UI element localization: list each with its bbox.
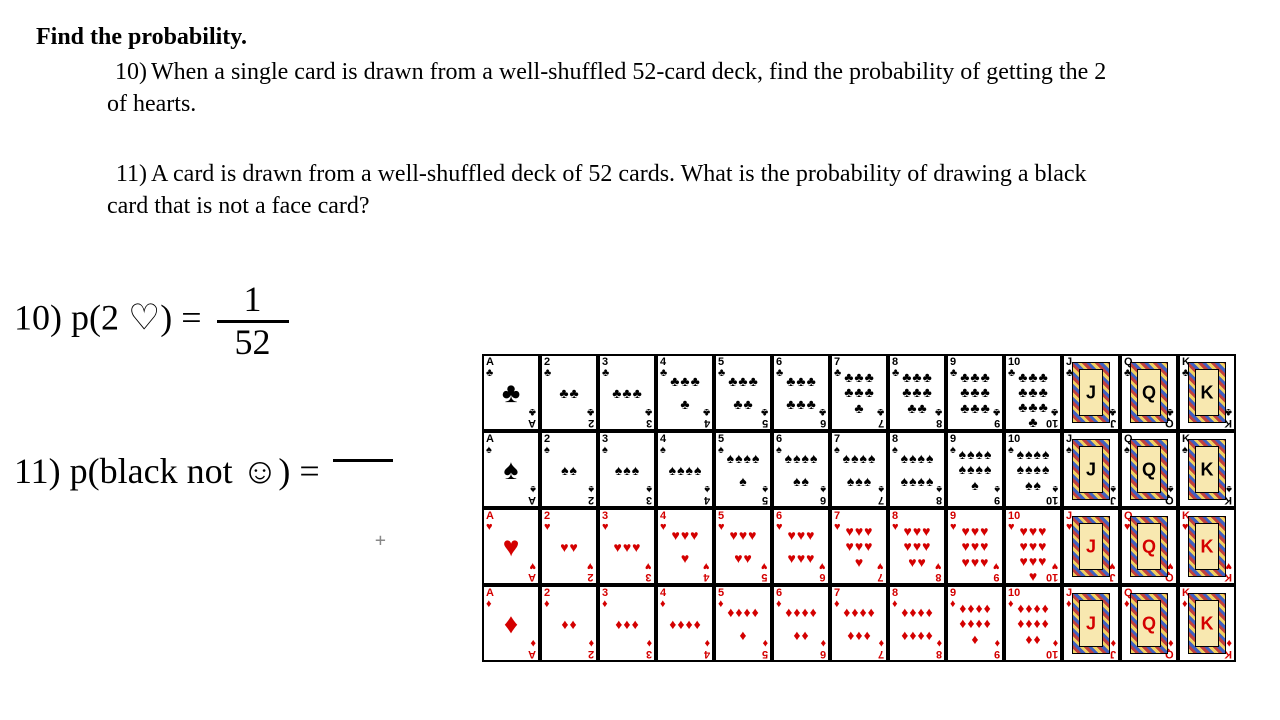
card-6-spades: 6♠6♠♠♠♠♠♠♠ <box>772 431 830 508</box>
card-6-hearts: 6♥6♥♥♥♥♥♥♥ <box>772 508 830 585</box>
card-K-spades: K♠K♠K <box>1178 431 1236 508</box>
suit-row-hearts: A♥A♥♥2♥2♥♥♥3♥3♥♥♥♥4♥4♥♥♥♥♥5♥5♥♥♥♥♥♥6♥6♥♥… <box>482 508 1236 585</box>
card-5-spades: 5♠5♠♠♠♠♠♠ <box>714 431 772 508</box>
card-5-hearts: 5♥5♥♥♥♥♥♥ <box>714 508 772 585</box>
card-2-spades: 2♠2♠♠♠ <box>540 431 598 508</box>
cursor-marker: + <box>375 530 386 551</box>
card-9-spades: 9♠9♠♠♠♠♠♠♠♠♠♠ <box>946 431 1004 508</box>
card-7-clubs: 7♣7♣♣♣♣♣♣♣♣ <box>830 354 888 431</box>
card-9-diamonds: 9♦9♦♦♦♦♦♦♦♦♦♦ <box>946 585 1004 662</box>
card-6-diamonds: 6♦6♦♦♦♦♦♦♦ <box>772 585 830 662</box>
problem-10: 10)When a single card is drawn from a we… <box>107 56 1127 121</box>
card-9-hearts: 9♥9♥♥♥♥♥♥♥♥♥♥ <box>946 508 1004 585</box>
problem-11-number: 11) <box>107 158 147 190</box>
card-Q-hearts: Q♥Q♥Q <box>1120 508 1178 585</box>
card-2-clubs: 2♣2♣♣♣ <box>540 354 598 431</box>
suit-row-clubs: A♣A♣♣2♣2♣♣♣3♣3♣♣♣♣4♣4♣♣♣♣♣5♣5♣♣♣♣♣♣6♣6♣♣… <box>482 354 1236 431</box>
card-3-diamonds: 3♦3♦♦♦♦ <box>598 585 656 662</box>
card-10-hearts: 10♥10♥♥♥♥♥♥♥♥♥♥♥ <box>1004 508 1062 585</box>
card-Q-clubs: Q♣Q♣Q <box>1120 354 1178 431</box>
card-A-clubs: A♣A♣♣ <box>482 354 540 431</box>
card-3-spades: 3♠3♠♠♠♠ <box>598 431 656 508</box>
card-2-diamonds: 2♦2♦♦♦ <box>540 585 598 662</box>
card-3-hearts: 3♥3♥♥♥♥ <box>598 508 656 585</box>
handwritten-answer-10: 10) p(2 ♡) = 1 52 <box>14 280 289 362</box>
card-10-clubs: 10♣10♣♣♣♣♣♣♣♣♣♣♣ <box>1004 354 1062 431</box>
suit-row-spades: A♠A♠♠2♠2♠♠♠3♠3♠♠♠♠4♠4♠♠♠♠♠5♠5♠♠♠♠♠♠6♠6♠♠… <box>482 431 1236 508</box>
hw10-numerator: 1 <box>217 280 289 323</box>
hw10-denominator: 52 <box>217 323 289 363</box>
card-5-diamonds: 5♦5♦♦♦♦♦♦ <box>714 585 772 662</box>
problem-10-text: When a single card is drawn from a well-… <box>107 59 1106 117</box>
card-4-clubs: 4♣4♣♣♣♣♣ <box>656 354 714 431</box>
hw10-fraction: 1 52 <box>217 280 289 362</box>
card-5-clubs: 5♣5♣♣♣♣♣♣ <box>714 354 772 431</box>
card-8-diamonds: 8♦8♦♦♦♦♦♦♦♦♦ <box>888 585 946 662</box>
card-7-hearts: 7♥7♥♥♥♥♥♥♥♥ <box>830 508 888 585</box>
hw10-label: 10) p(2 ♡) = <box>14 297 202 337</box>
card-A-diamonds: A♦A♦♦ <box>482 585 540 662</box>
card-8-hearts: 8♥8♥♥♥♥♥♥♥♥♥ <box>888 508 946 585</box>
card-4-hearts: 4♥4♥♥♥♥♥ <box>656 508 714 585</box>
card-K-clubs: K♣K♣K <box>1178 354 1236 431</box>
card-A-hearts: A♥A♥♥ <box>482 508 540 585</box>
hw11-label: 11) p(black not ☺) = <box>14 451 320 491</box>
card-10-spades: 10♠10♠♠♠♠♠♠♠♠♠♠♠ <box>1004 431 1062 508</box>
card-J-hearts: J♥J♥J <box>1062 508 1120 585</box>
card-A-spades: A♠A♠♠ <box>482 431 540 508</box>
suit-row-diamonds: A♦A♦♦2♦2♦♦♦3♦3♦♦♦♦4♦4♦♦♦♦♦5♦5♦♦♦♦♦♦6♦6♦♦… <box>482 585 1236 662</box>
card-K-hearts: K♥K♥K <box>1178 508 1236 585</box>
problem-10-number: 10) <box>107 56 147 88</box>
card-8-spades: 8♠8♠♠♠♠♠♠♠♠♠ <box>888 431 946 508</box>
card-4-spades: 4♠4♠♠♠♠♠ <box>656 431 714 508</box>
card-7-spades: 7♠7♠♠♠♠♠♠♠♠ <box>830 431 888 508</box>
card-10-diamonds: 10♦10♦♦♦♦♦♦♦♦♦♦♦ <box>1004 585 1062 662</box>
card-8-clubs: 8♣8♣♣♣♣♣♣♣♣♣ <box>888 354 946 431</box>
card-K-diamonds: K♦K♦K <box>1178 585 1236 662</box>
problem-11-text: A card is drawn from a well-shuffled dec… <box>107 161 1087 219</box>
card-J-spades: J♠J♠J <box>1062 431 1120 508</box>
card-4-diamonds: 4♦4♦♦♦♦♦ <box>656 585 714 662</box>
hw11-blank-fraction-bar <box>333 459 393 462</box>
card-6-clubs: 6♣6♣♣♣♣♣♣♣ <box>772 354 830 431</box>
card-Q-spades: Q♠Q♠Q <box>1120 431 1178 508</box>
card-J-diamonds: J♦J♦J <box>1062 585 1120 662</box>
card-9-clubs: 9♣9♣♣♣♣♣♣♣♣♣♣ <box>946 354 1004 431</box>
problem-11: 11)A card is drawn from a well-shuffled … <box>107 158 1127 223</box>
card-J-clubs: J♣J♣J <box>1062 354 1120 431</box>
card-7-diamonds: 7♦7♦♦♦♦♦♦♦♦ <box>830 585 888 662</box>
card-deck-diagram: A♣A♣♣2♣2♣♣♣3♣3♣♣♣♣4♣4♣♣♣♣♣5♣5♣♣♣♣♣♣6♣6♣♣… <box>482 354 1236 662</box>
handwritten-answer-11: 11) p(black not ☺) = <box>14 450 393 492</box>
card-3-clubs: 3♣3♣♣♣♣ <box>598 354 656 431</box>
section-heading: Find the probability. <box>36 24 247 51</box>
card-2-hearts: 2♥2♥♥♥ <box>540 508 598 585</box>
card-Q-diamonds: Q♦Q♦Q <box>1120 585 1178 662</box>
